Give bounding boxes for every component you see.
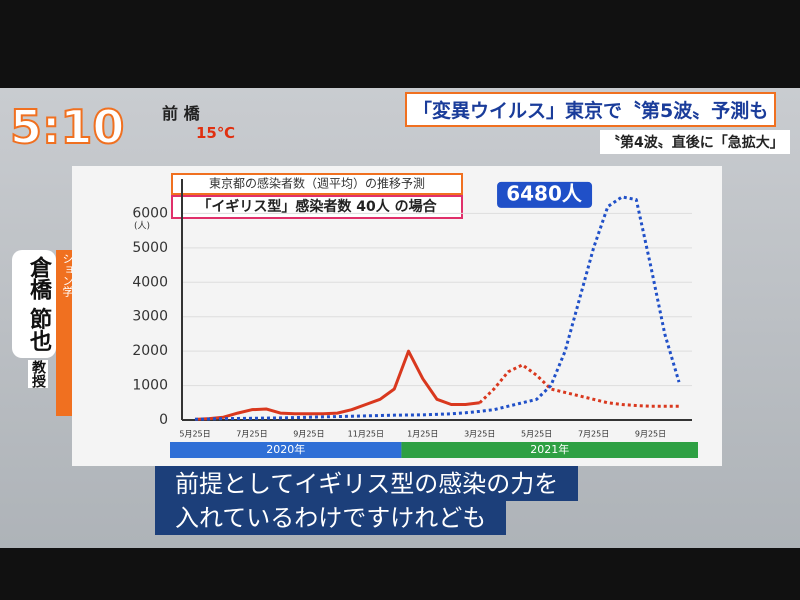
y-tick-label: 6000 bbox=[132, 205, 168, 221]
period-label: 2020年 bbox=[266, 442, 305, 456]
x-tick-label: 11月25日 bbox=[348, 430, 384, 439]
y-tick-label: 0 bbox=[159, 412, 168, 428]
chart: 東京都の感染者数（週平均）の推移予測 「イギリス型」感染者数 40人 の場合 (… bbox=[72, 166, 722, 466]
y-tick-label: 2000 bbox=[132, 343, 168, 359]
period-band bbox=[170, 442, 402, 458]
place: 前 橋 bbox=[162, 104, 200, 123]
y-tick-label: 5000 bbox=[132, 240, 168, 256]
value-label-box bbox=[497, 181, 593, 208]
y-tick-label: 1000 bbox=[132, 378, 168, 394]
headline: 「変異ウイルス」東京で〝第5波〟予測も bbox=[405, 92, 777, 127]
subtitle-box bbox=[171, 195, 463, 219]
x-tick-label: 3月25日 bbox=[464, 430, 495, 439]
subhead: 〝第4波〟直後に「急拡大」 bbox=[600, 130, 790, 154]
clock: 5:10 bbox=[9, 99, 125, 155]
person-name: 倉橋 節也 bbox=[12, 250, 56, 358]
chart-title: 東京都の感染者数（週平均）の推移予測 bbox=[209, 176, 425, 191]
data-line bbox=[478, 363, 679, 408]
x-tick-label: 5月25日 bbox=[179, 430, 210, 439]
x-tick-label: 5月25日 bbox=[521, 430, 552, 439]
x-tick-label: 9月25日 bbox=[635, 430, 666, 439]
y-unit: (人) bbox=[134, 221, 150, 232]
period-band bbox=[401, 442, 698, 458]
x-tick-label: 9月25日 bbox=[293, 430, 324, 439]
x-tick-label: 7月25日 bbox=[578, 430, 609, 439]
chart-subtitle: 「イギリス型」感染者数 40人 の場合 bbox=[197, 198, 437, 215]
x-tick-label: 7月25日 bbox=[236, 430, 267, 439]
y-tick-label: 3000 bbox=[132, 309, 168, 325]
data-line bbox=[194, 349, 480, 421]
period-label: 2021年 bbox=[530, 442, 569, 456]
title-box bbox=[171, 173, 463, 195]
value-label: 6480人 bbox=[506, 181, 583, 205]
data-line bbox=[194, 195, 681, 421]
temperature: 15℃ bbox=[196, 124, 236, 142]
person-title: 教授 bbox=[28, 360, 48, 388]
caption-line: 入れているわけですけれども bbox=[155, 496, 507, 535]
x-tick-label: 1月25日 bbox=[407, 430, 438, 439]
caption-line: 前提としてイギリス型の感染の力を bbox=[155, 462, 579, 501]
y-tick-label: 4000 bbox=[132, 274, 168, 290]
